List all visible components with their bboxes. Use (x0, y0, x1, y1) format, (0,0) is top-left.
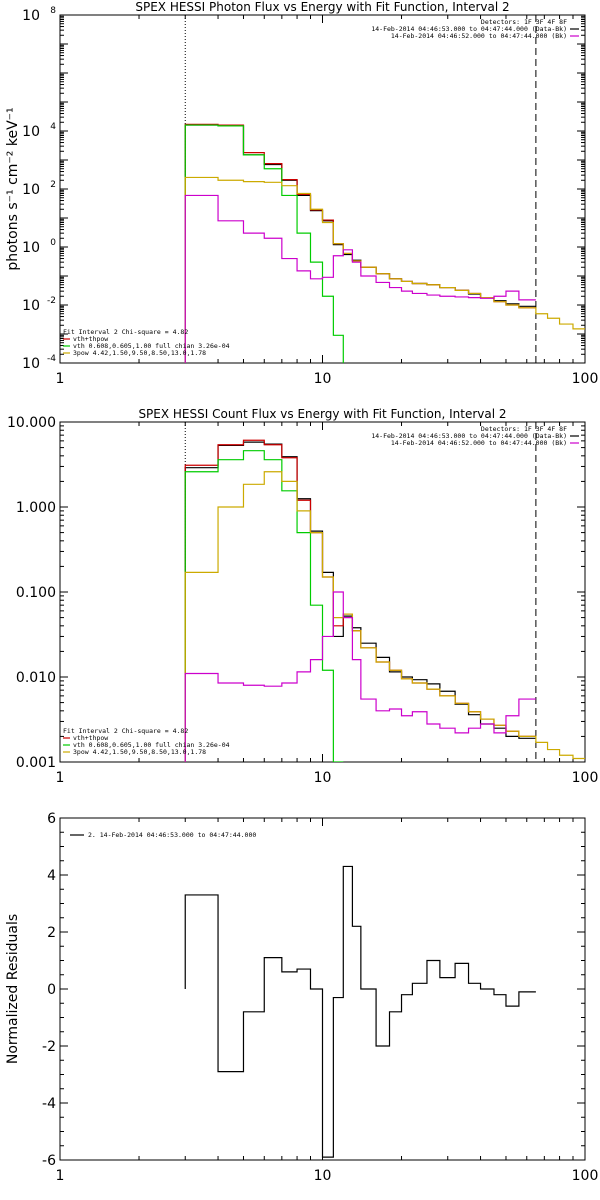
y-tick-label: -6 (42, 1153, 56, 1169)
y-tick-base: 10 (22, 8, 40, 24)
legend-bottom-left-entry: 3pow 4.42,1.50,9.50,8.50,13.0,1.78 (73, 349, 206, 357)
x-tick-label: 1 (56, 770, 65, 786)
legend-top-right-entry: 14-Feb-2014 04:46:52.000 to 04:47:44.000… (391, 439, 567, 447)
series-line-1 (184, 865, 536, 1158)
x-tick-label: 10 (314, 1168, 332, 1184)
x-tick-label: 10 (314, 371, 332, 387)
series-line-5 (184, 194, 536, 363)
x-tick-label: 100 (572, 770, 599, 786)
y-tick-exponent: 2 (50, 180, 56, 190)
y-tick-label: 10 2 (22, 180, 56, 198)
legend-bottom-left-entry: vth+thpow (73, 335, 108, 343)
legend-top-left-entry: 2. 14-Feb-2014 04:46:53.000 to 04:47:44.… (88, 831, 256, 839)
y-tick-label: 0 (47, 982, 56, 998)
y-tick-exponent: -4 (47, 354, 56, 364)
legend-bottom-left-entry: vth 0.608,0.605,1.00 full chian 3.26e-04 (73, 741, 230, 749)
y-tick-label: 10 -2 (22, 296, 56, 314)
x-tick-label: 1 (56, 371, 65, 387)
x-tick-label: 100 (572, 1168, 599, 1184)
y-tick-base: 10 (22, 124, 40, 140)
series-line-5 (184, 591, 536, 762)
legend-top-right-entry: 14-Feb-2014 04:46:52.000 to 04:47:44.000… (391, 32, 567, 40)
y-tick-label: 0.010 (16, 670, 56, 686)
series-line-4 (184, 176, 585, 363)
y-tick-exponent: 8 (50, 6, 56, 16)
y-tick-exponent: 0 (50, 238, 56, 248)
chart-panel-1: SPEX HESSI Photon Flux vs Energy with Fi… (5, 0, 598, 387)
y-tick-label: 0.001 (16, 755, 56, 771)
y-tick-label: 10.000 (7, 415, 56, 431)
chart-panel-3: 1 10 100 -6 -4 -2 0 2 4 6 Normalized Residuals 2. 1… (5, 811, 598, 1184)
series-line-3 (184, 450, 344, 762)
chart-panel-2: SPEX HESSI Count Flux vs Energy with Fit… (7, 407, 598, 786)
y-tick-base: 10 (22, 182, 40, 198)
y-tick-exponent: -2 (47, 296, 56, 306)
chart-title: SPEX HESSI Photon Flux vs Energy with Fi… (135, 0, 509, 14)
legend-bottom-left-entry: vth+thpow (73, 734, 108, 742)
y-axis-label: Normalized Residuals (5, 914, 21, 1064)
y-tick-label: -4 (42, 1096, 56, 1112)
legend-top-right-entry: Detectors: 1F 3F 4F 8F (481, 425, 567, 433)
y-tick-label: -2 (42, 1039, 56, 1055)
series-line-4 (184, 471, 585, 762)
legend-top-right-entry: 14-Feb-2014 04:46:53.000 to 04:47:44.000… (371, 432, 567, 440)
y-tick-label: 0.100 (16, 585, 56, 601)
x-tick-label: 100 (572, 371, 599, 387)
y-tick-exponent: 4 (50, 122, 56, 132)
legend-bottom-left-entry: Fit Interval 2 Chi-square = 4.82 (63, 727, 188, 735)
y-tick-label: 10 0 (22, 238, 56, 256)
y-tick-label: 1.000 (16, 500, 56, 516)
y-tick-label: 6 (47, 811, 56, 827)
legend-top-right-entry: 14-Feb-2014 04:46:53.000 to 04:47:44.000… (371, 25, 567, 33)
x-tick-label: 1 (56, 1168, 65, 1184)
x-tick-label: 10 (314, 770, 332, 786)
legend-top-right-entry: Detectors: 1F 3F 4F 8F (481, 18, 567, 26)
y-axis-label: photons s⁻¹ cm⁻² keV⁻¹ (5, 107, 21, 270)
chart-title: SPEX HESSI Count Flux vs Energy with Fit… (138, 407, 506, 421)
y-tick-label: 10 4 (22, 122, 56, 140)
y-tick-base: 10 (22, 240, 40, 256)
y-tick-base: 10 (22, 356, 40, 372)
y-tick-label: 10 -4 (22, 354, 56, 372)
series-line-3 (184, 124, 344, 363)
y-tick-label: 4 (47, 868, 56, 884)
legend-bottom-left-entry: 3pow 4.42,1.50,9.50,8.50,13.0,1.78 (73, 748, 206, 756)
legend-bottom-left-entry: vth 0.608,0.605,1.00 full chian 3.26e-04 (73, 342, 230, 350)
y-tick-base: 10 (22, 298, 40, 314)
legend-bottom-left-entry: Fit Interval 2 Chi-square = 4.82 (63, 328, 188, 336)
y-tick-label: 2 (47, 925, 56, 941)
y-tick-label: 10 8 (22, 6, 56, 24)
